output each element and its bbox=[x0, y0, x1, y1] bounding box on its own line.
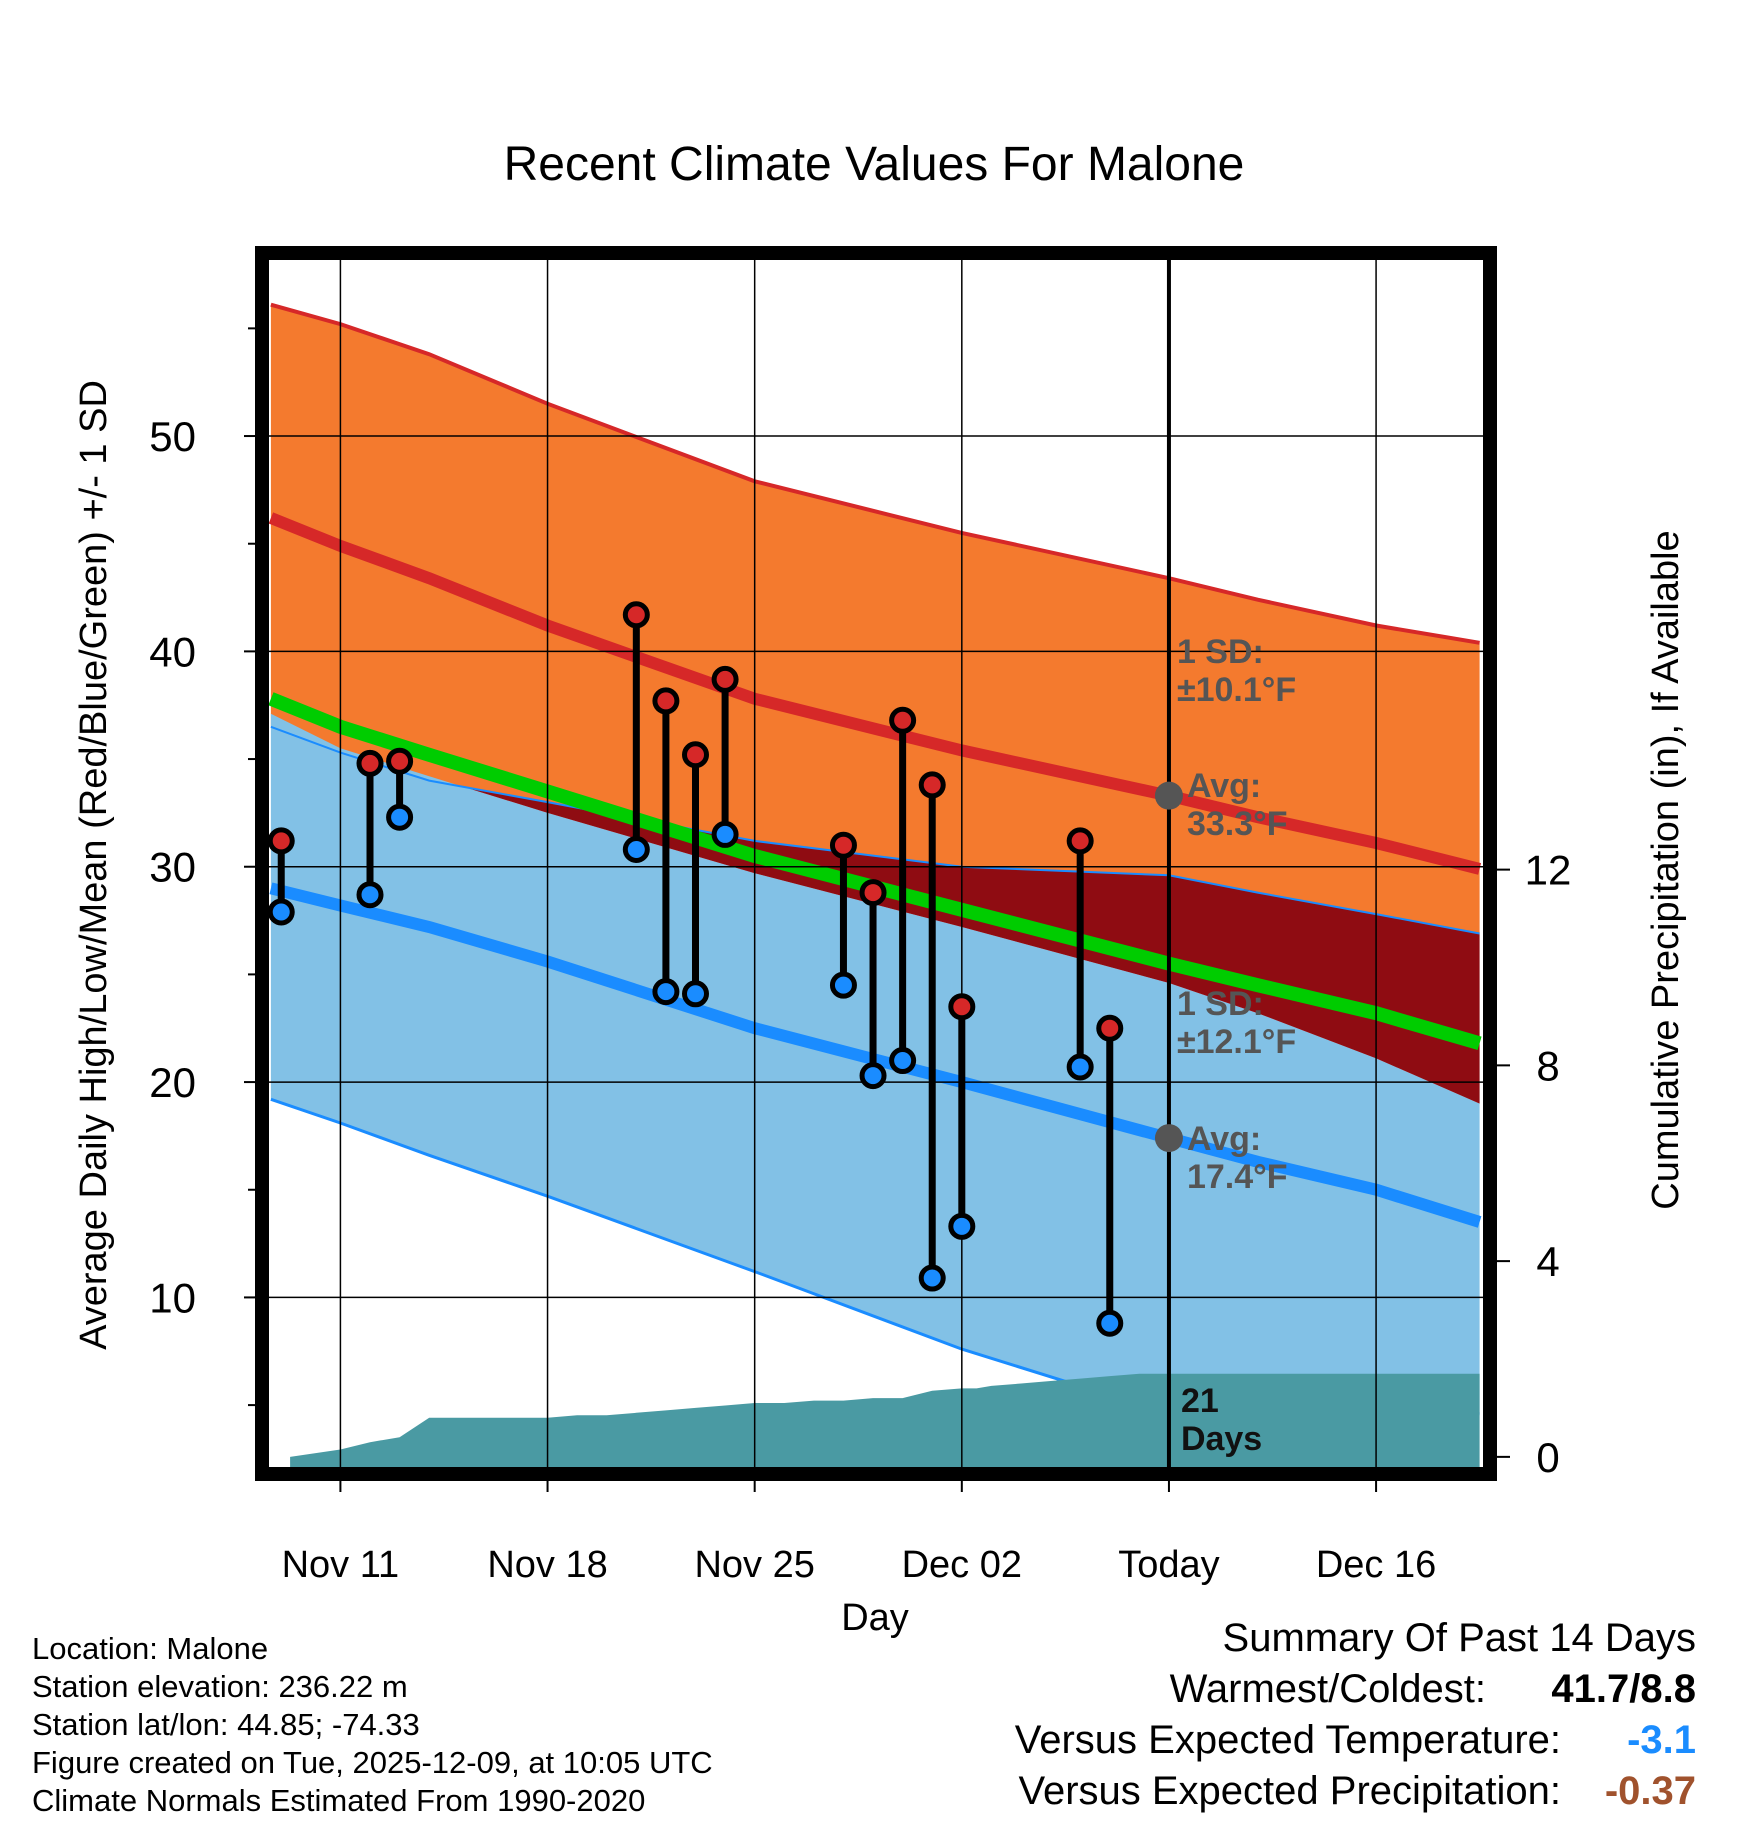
cumulative-precip-area bbox=[290, 1373, 1480, 1474]
days-annotation: 21 Days bbox=[1181, 1382, 1262, 1458]
y2-tick-label: 12 bbox=[1525, 847, 1572, 894]
observation-day bbox=[918, 771, 946, 1292]
info-location: Location: Malone bbox=[32, 1631, 269, 1666]
x-tick-label: Today bbox=[1118, 1544, 1219, 1586]
observation-day bbox=[889, 706, 917, 1075]
low-sd-annotation: 1 SD: ±12.1°F bbox=[1177, 985, 1296, 1061]
observed-low-point bbox=[859, 1062, 887, 1090]
observation-day bbox=[1096, 1014, 1124, 1337]
observed-low-point bbox=[711, 820, 739, 848]
summary-warmest-row: Warmest/Coldest: 41.7/8.8 bbox=[1015, 1667, 1696, 1718]
observation-day bbox=[622, 601, 650, 864]
versus-temperature-label: Versus Expected Temperature: bbox=[1014, 1718, 1561, 1762]
observed-high-point bbox=[356, 749, 384, 777]
y-tick-label: 20 bbox=[149, 1059, 196, 1106]
observed-low-point bbox=[652, 978, 680, 1006]
y-tick-label: 30 bbox=[149, 844, 196, 891]
observation-day bbox=[1066, 827, 1094, 1081]
observed-low-point bbox=[622, 836, 650, 864]
observed-high-point bbox=[829, 831, 857, 859]
today-low-avg-marker bbox=[1154, 1124, 1183, 1153]
summary-title: Summary Of Past 14 Days bbox=[1222, 1616, 1696, 1660]
observed-low-point bbox=[1066, 1053, 1094, 1081]
x-tick-label: Dec 02 bbox=[902, 1544, 1022, 1586]
summary-title-row: Summary Of Past 14 Days bbox=[1015, 1616, 1696, 1667]
observed-high-point bbox=[1066, 827, 1094, 855]
y2-tick-label: 4 bbox=[1536, 1238, 1559, 1285]
normal-mean-line bbox=[268, 692, 1482, 1051]
y2-axis-label: Cumulative Precipitation (in), If Availa… bbox=[1645, 530, 1687, 1209]
x-tick-label: Dec 16 bbox=[1316, 1544, 1436, 1586]
info-normals: Climate Normals Estimated From 1990-2020 bbox=[32, 1783, 646, 1818]
observed-high-point bbox=[948, 993, 976, 1021]
normal-high-line bbox=[268, 512, 1482, 875]
y2-tick-label: 0 bbox=[1536, 1434, 1559, 1481]
observed-high-point bbox=[267, 827, 295, 855]
low-avg-annotation: Avg: 17.4°F bbox=[1187, 1120, 1288, 1196]
x-tick-label: Nov 11 bbox=[282, 1544, 400, 1586]
observed-high-point bbox=[1096, 1014, 1124, 1042]
observation-day bbox=[652, 687, 680, 1006]
observed-low-point bbox=[681, 980, 709, 1008]
info-latlon: Station lat/lon: 44.85; -74.33 bbox=[32, 1707, 420, 1742]
observation-day bbox=[859, 879, 887, 1090]
high-sd-band bbox=[270, 304, 1480, 934]
x-axis-label: Day bbox=[841, 1597, 909, 1639]
today-high-avg-marker bbox=[1154, 781, 1183, 810]
info-created: Figure created on Tue, 2025-12-09, at 10… bbox=[32, 1745, 713, 1780]
observation-day bbox=[681, 741, 709, 1008]
observed-high-point bbox=[918, 771, 946, 799]
observation-day bbox=[386, 747, 414, 831]
versus-precipitation-label: Versus Expected Precipitation: bbox=[1018, 1769, 1561, 1813]
plot-frame bbox=[255, 246, 1497, 1481]
observed-high-point bbox=[386, 747, 414, 775]
observed-low-point bbox=[948, 1212, 976, 1240]
warmest-coldest-label: Warmest/Coldest: bbox=[1169, 1667, 1486, 1711]
observed-high-point bbox=[652, 687, 680, 715]
observed-high-point bbox=[681, 741, 709, 769]
summary-temp-row: Versus Expected Temperature: -3.1 bbox=[1015, 1718, 1696, 1769]
observed-high-point bbox=[622, 601, 650, 629]
y2-tick-label: 8 bbox=[1536, 1042, 1559, 1089]
observation-day bbox=[267, 827, 295, 926]
versus-temperature-value: -3.1 bbox=[1627, 1718, 1696, 1762]
high-minus-sd-line bbox=[270, 725, 1480, 935]
observed-low-point bbox=[386, 803, 414, 831]
summary-precip-row: Versus Expected Precipitation: -0.37 bbox=[1015, 1769, 1696, 1820]
y-tick-label: 40 bbox=[149, 628, 196, 675]
normal-low-line bbox=[269, 882, 1482, 1228]
observation-day bbox=[356, 749, 384, 909]
observed-low-point bbox=[829, 971, 857, 999]
y-tick-label: 10 bbox=[149, 1274, 196, 1321]
info-elevation: Station elevation: 236.22 m bbox=[32, 1669, 408, 1704]
chart-title: Recent Climate Values For Malone bbox=[504, 138, 1245, 191]
observed-high-point bbox=[711, 665, 739, 693]
observation-day bbox=[829, 831, 857, 999]
observation-day bbox=[711, 665, 739, 848]
y-axis-label: Average Daily High/Low/Mean (Red/Blue/Gr… bbox=[73, 380, 115, 1350]
x-tick-label: Nov 18 bbox=[487, 1544, 607, 1586]
versus-precipitation-value: -0.37 bbox=[1604, 1769, 1696, 1813]
high-sd-annotation: 1 SD: ±10.1°F bbox=[1177, 633, 1296, 709]
observed-low-point bbox=[356, 881, 384, 909]
observed-high-point bbox=[889, 706, 917, 734]
observed-low-point bbox=[889, 1047, 917, 1075]
high-avg-annotation: Avg: 33.3°F bbox=[1187, 767, 1288, 843]
observation-day bbox=[948, 993, 976, 1240]
y-tick-label: 50 bbox=[149, 413, 196, 460]
summary-panel: Summary Of Past 14 Days Warmest/Coldest:… bbox=[1015, 1616, 1696, 1820]
observed-high-point bbox=[859, 879, 887, 907]
sd-overlap-band bbox=[463, 786, 1480, 1104]
observed-low-point bbox=[1096, 1309, 1124, 1337]
warmest-coldest-value: 41.7/8.8 bbox=[1551, 1667, 1696, 1711]
high-plus-sd-line bbox=[270, 302, 1480, 645]
observed-low-point bbox=[267, 898, 295, 926]
station-info: Location: Malone Station elevation: 236.… bbox=[32, 1630, 713, 1820]
observed-low-point bbox=[918, 1264, 946, 1292]
x-tick-label: Nov 25 bbox=[694, 1544, 814, 1586]
